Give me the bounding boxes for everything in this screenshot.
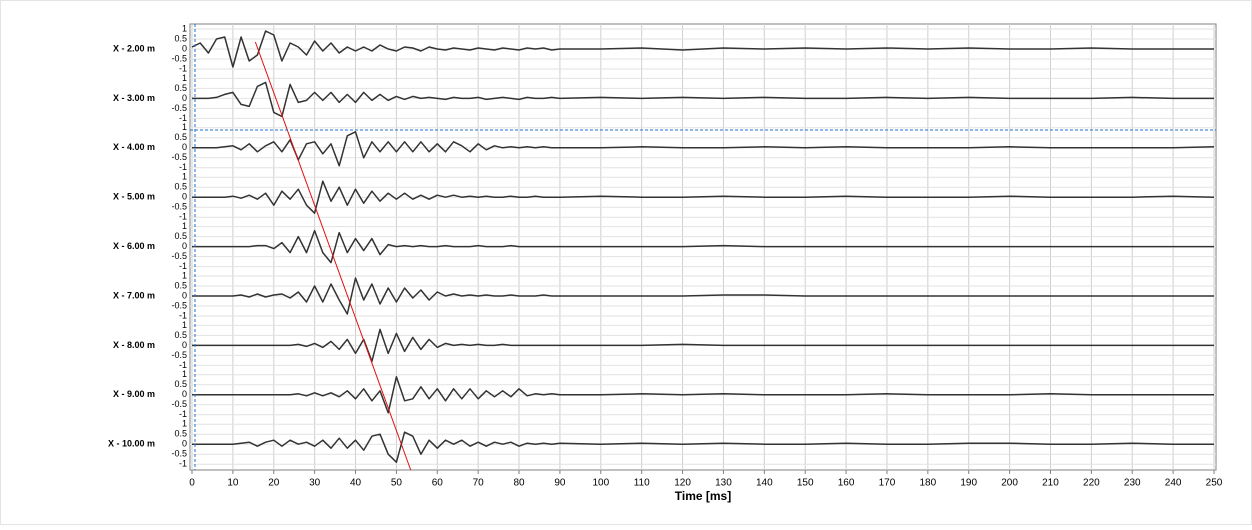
y-tick-label: -1 [179,63,187,73]
x-tick-label: 170 [879,478,896,489]
trace-name: X - 3.00 m [113,93,155,103]
y-tick-label: 1 [182,320,187,330]
trace-name: X - 9.00 m [113,389,155,399]
y-tick-label: -0.5 [171,449,187,459]
x-tick-label: 250 [1206,478,1223,489]
x-tick-label: 60 [432,478,444,489]
x-tick-label: 130 [715,478,732,489]
y-tick-label: 0.5 [174,379,187,389]
x-tick-label: 120 [674,478,691,489]
x-tick-label: 40 [350,478,362,489]
y-tick-label: -0.5 [171,350,187,360]
y-tick-label: 1 [182,270,187,280]
trace [192,180,1215,214]
trend-line [254,41,412,471]
y-tick-label: -1 [179,310,187,320]
x-tick-label: 110 [634,478,650,489]
x-axis-title: Time [ms] [675,489,731,503]
x-tick-label: 0 [189,478,195,489]
x-tick-label: 180 [919,478,936,489]
trace [192,277,1214,315]
trace [192,376,1214,414]
trace [192,81,1214,118]
y-tick-label: 1 [182,172,187,182]
y-tick-label: -1 [179,261,187,271]
y-tick-label: -1 [179,459,187,469]
y-tick-label: -0.5 [171,152,187,162]
trace-name: X - 7.00 m [113,290,155,300]
x-tick-label: 10 [227,478,239,489]
y-tick-label: 0.5 [174,83,187,93]
y-tick-label: -0.5 [171,399,187,409]
y-tick-label: 0.5 [174,33,187,43]
y-tick-label: 1 [182,369,187,379]
y-tick-label: 0.5 [174,231,187,241]
trace-name: X - 10.00 m [108,439,155,449]
y-tick-label: 0 [182,142,187,152]
trace-name: X - 6.00 m [113,241,155,251]
y-tick-label: -0.5 [171,53,187,63]
trace [192,431,1214,463]
x-tick-label: 70 [473,478,485,489]
y-tick-label: -1 [179,113,187,123]
y-tick-label: 0.5 [174,330,187,340]
trace-name: X - 5.00 m [113,192,155,202]
x-tick-label: 150 [797,478,814,489]
y-tick-label: 1 [182,73,187,83]
y-tick-label: 0 [182,439,187,449]
x-tick-label: 140 [756,478,773,489]
x-tick-label: 160 [838,478,855,489]
y-tick-label: 1 [182,221,187,231]
y-tick-label: -1 [179,212,187,222]
x-tick-label: 100 [592,478,609,489]
x-tick-label: 240 [1165,478,1182,489]
traces [191,30,1215,471]
y-tick-label: 0.5 [174,280,187,290]
x-tick-label: 210 [1042,478,1059,489]
y-tick-label: 1 [182,122,187,132]
y-tick-label: 0 [182,241,187,251]
y-tick-label: 0 [182,389,187,399]
trace-name: X - 4.00 m [113,142,155,152]
y-tick-label: 0 [182,340,187,350]
trace [191,30,1214,68]
y-tick-label: -1 [179,409,187,419]
y-tick-label: 1 [182,419,187,429]
trace [192,131,1215,167]
x-tick-label: 20 [268,478,280,489]
x-tick-label: 190 [960,478,977,489]
y-tick-label: -1 [179,162,187,172]
trace-name: X - 2.00 m [113,43,155,53]
y-tick-label: -0.5 [171,300,187,310]
x-tick-label: 230 [1124,478,1141,489]
y-tick-label: 0.5 [174,429,187,439]
y-tick-label: 0.5 [174,132,187,142]
x-tick-label: 220 [1083,478,1100,489]
y-tick-label: 0 [182,290,187,300]
x-tick-label: 90 [554,478,566,489]
labels: 0 10 20 30 40 50 60 70 80 90 100 110 120 130 140 150 160… [108,23,1223,488]
y-tick-label: 1 [182,23,187,33]
x-tick-label: 50 [391,478,403,489]
y-tick-label: -0.5 [171,202,187,212]
x-tick-label: 200 [1001,478,1018,489]
trace [192,328,1214,363]
y-tick-label: -0.5 [171,251,187,261]
y-tick-label: 0 [182,93,187,103]
y-tick-label: 0 [182,43,187,53]
y-tick-label: 0.5 [174,182,187,192]
trace [192,229,1214,264]
trace-name: X - 8.00 m [113,340,155,350]
x-tick-label: 30 [309,478,321,489]
y-tick-label: -1 [179,360,187,370]
x-tick-label: 80 [513,478,525,489]
y-tick-label: 0 [182,192,187,202]
y-tick-label: -0.5 [171,103,187,113]
